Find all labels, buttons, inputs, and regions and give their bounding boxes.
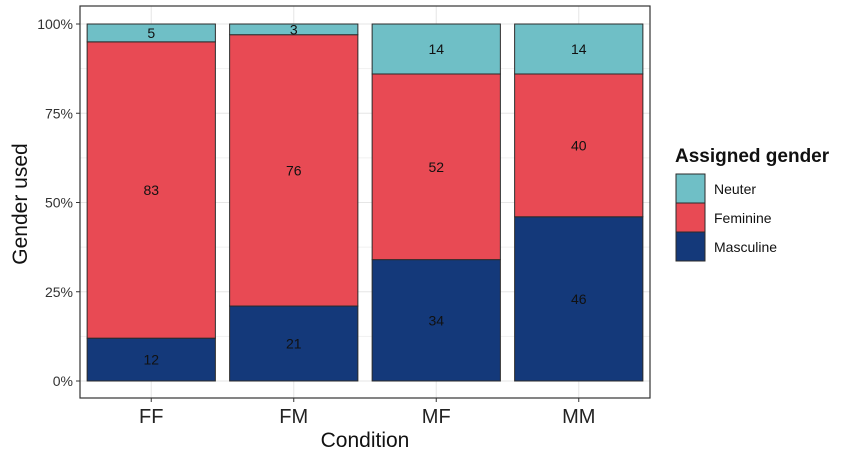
legend-key-masculine	[675, 231, 706, 262]
legend-key-feminine	[675, 202, 706, 233]
data-label-fm-neuter: 3	[290, 21, 298, 37]
legend-label-feminine: Feminine	[714, 210, 772, 226]
data-label-mm-neuter: 14	[571, 41, 587, 57]
bar-ff-feminine	[86, 41, 216, 339]
y-axis-title: Gender used	[9, 143, 32, 264]
bar-mf-masculine	[371, 259, 501, 382]
bar-mm-feminine	[514, 73, 644, 218]
x-axis-title: Condition	[321, 429, 410, 452]
data-label-fm-masculine: 21	[286, 336, 302, 352]
bar-fm-feminine	[229, 34, 359, 307]
legend: Assigned gender Neuter Feminine Masculine	[675, 146, 830, 262]
legend-title: Assigned gender	[675, 146, 830, 167]
data-label-mf-masculine: 34	[428, 312, 444, 328]
bar-mm-masculine	[514, 216, 644, 382]
y-tick-label: 50%	[45, 195, 73, 211]
legend-label-masculine: Masculine	[714, 239, 777, 255]
y-tick-label: 100%	[37, 16, 73, 32]
x-tick-label: MM	[562, 406, 595, 428]
bar-fm-masculine	[229, 305, 359, 382]
x-tick-label: FF	[139, 406, 163, 428]
bar-ff-neuter	[86, 23, 216, 43]
data-labels-group: 12 83 5 21 76 3 34 52 14 46 40 14	[143, 21, 586, 367]
bar-fm-neuter	[229, 23, 359, 36]
x-tick-label: MF	[422, 406, 451, 428]
data-label-mf-feminine: 52	[428, 159, 444, 175]
y-axis-ticks: 0% 25% 50% 75% 100%	[37, 16, 80, 389]
data-label-mm-feminine: 40	[571, 137, 587, 153]
bar-mm-neuter	[514, 23, 644, 75]
bars-group	[86, 23, 644, 382]
data-label-ff-feminine: 83	[143, 182, 159, 198]
data-label-ff-masculine: 12	[143, 352, 159, 368]
bar-mf-feminine	[371, 73, 501, 261]
legend-key-neuter	[675, 173, 706, 204]
y-tick-label: 25%	[45, 284, 73, 300]
x-tick-label: FM	[279, 406, 308, 428]
y-tick-label: 0%	[53, 373, 73, 389]
data-label-mm-masculine: 46	[571, 291, 587, 307]
bar-ff-masculine	[86, 337, 216, 382]
legend-label-neuter: Neuter	[714, 181, 756, 197]
bar-mf-neuter	[371, 23, 501, 75]
data-label-fm-feminine: 76	[286, 162, 302, 178]
x-axis-ticks: FF FM MF MM	[139, 398, 595, 428]
data-label-ff-neuter: 5	[147, 25, 155, 41]
data-label-mf-neuter: 14	[428, 41, 444, 57]
y-tick-label: 75%	[45, 105, 73, 121]
